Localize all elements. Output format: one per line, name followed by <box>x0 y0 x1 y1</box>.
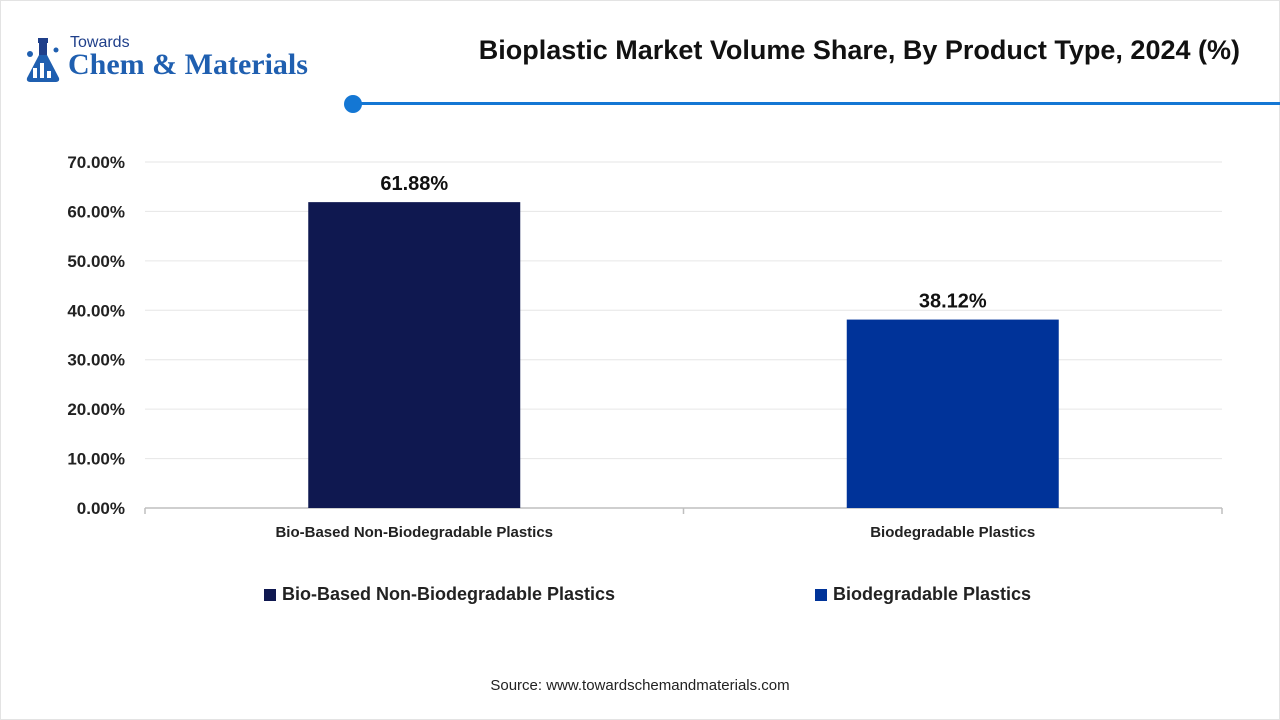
y-tick-label: 20.00% <box>67 400 125 419</box>
y-tick-label: 30.00% <box>67 351 125 370</box>
bar-chart: 0.00% 10.00% 20.00% 30.00% 40.00% 50.00% 60.00… <box>67 153 1223 541</box>
legend-label-biodegradable: Biodegradable Plastics <box>833 584 1032 604</box>
chart-title: Bioplastic Market Volume Share, By Produ… <box>478 35 1240 65</box>
title-rule-line <box>356 102 1280 105</box>
data-label: 38.12% <box>919 291 987 313</box>
brand-logo: Towards Chem & Materials <box>22 34 342 86</box>
y-tick-label: 0.00% <box>77 499 125 518</box>
y-tick-label: 70.00% <box>67 153 125 172</box>
bar <box>308 202 521 509</box>
x-tick-label: Bio-Based Non-Biodegradable Plastics <box>275 524 553 541</box>
source-note: Source: www.towardschemandmaterials.com <box>490 677 790 694</box>
logo-main-text: Chem & Materials <box>68 48 308 81</box>
legend-item-biodegradable: Biodegradable Plastics <box>815 584 1031 605</box>
y-tick-label: 60.00% <box>67 202 125 221</box>
flask-logo-icon <box>26 38 60 82</box>
legend-label-bio-based: Bio-Based Non-Biodegradable Plastics <box>282 584 616 604</box>
legend-swatch-bio-based <box>264 588 276 601</box>
title-rule-dot <box>344 95 362 113</box>
legend-swatch-biodegradable <box>815 588 827 601</box>
chart-legend: Bio-Based Non-Biodegradable Plastics Bio… <box>0 584 1280 608</box>
legend-item-bio-based: Bio-Based Non-Biodegradable Plastics <box>264 584 615 605</box>
y-tick-label: 40.00% <box>67 301 125 320</box>
y-tick-label: 50.00% <box>67 252 125 271</box>
data-label: 61.88% <box>380 173 448 195</box>
logo-top-text: Towards <box>70 34 130 51</box>
x-tick-label: Biodegradable Plastics <box>870 524 1035 541</box>
bar <box>846 319 1059 508</box>
y-tick-label: 10.00% <box>67 450 125 469</box>
